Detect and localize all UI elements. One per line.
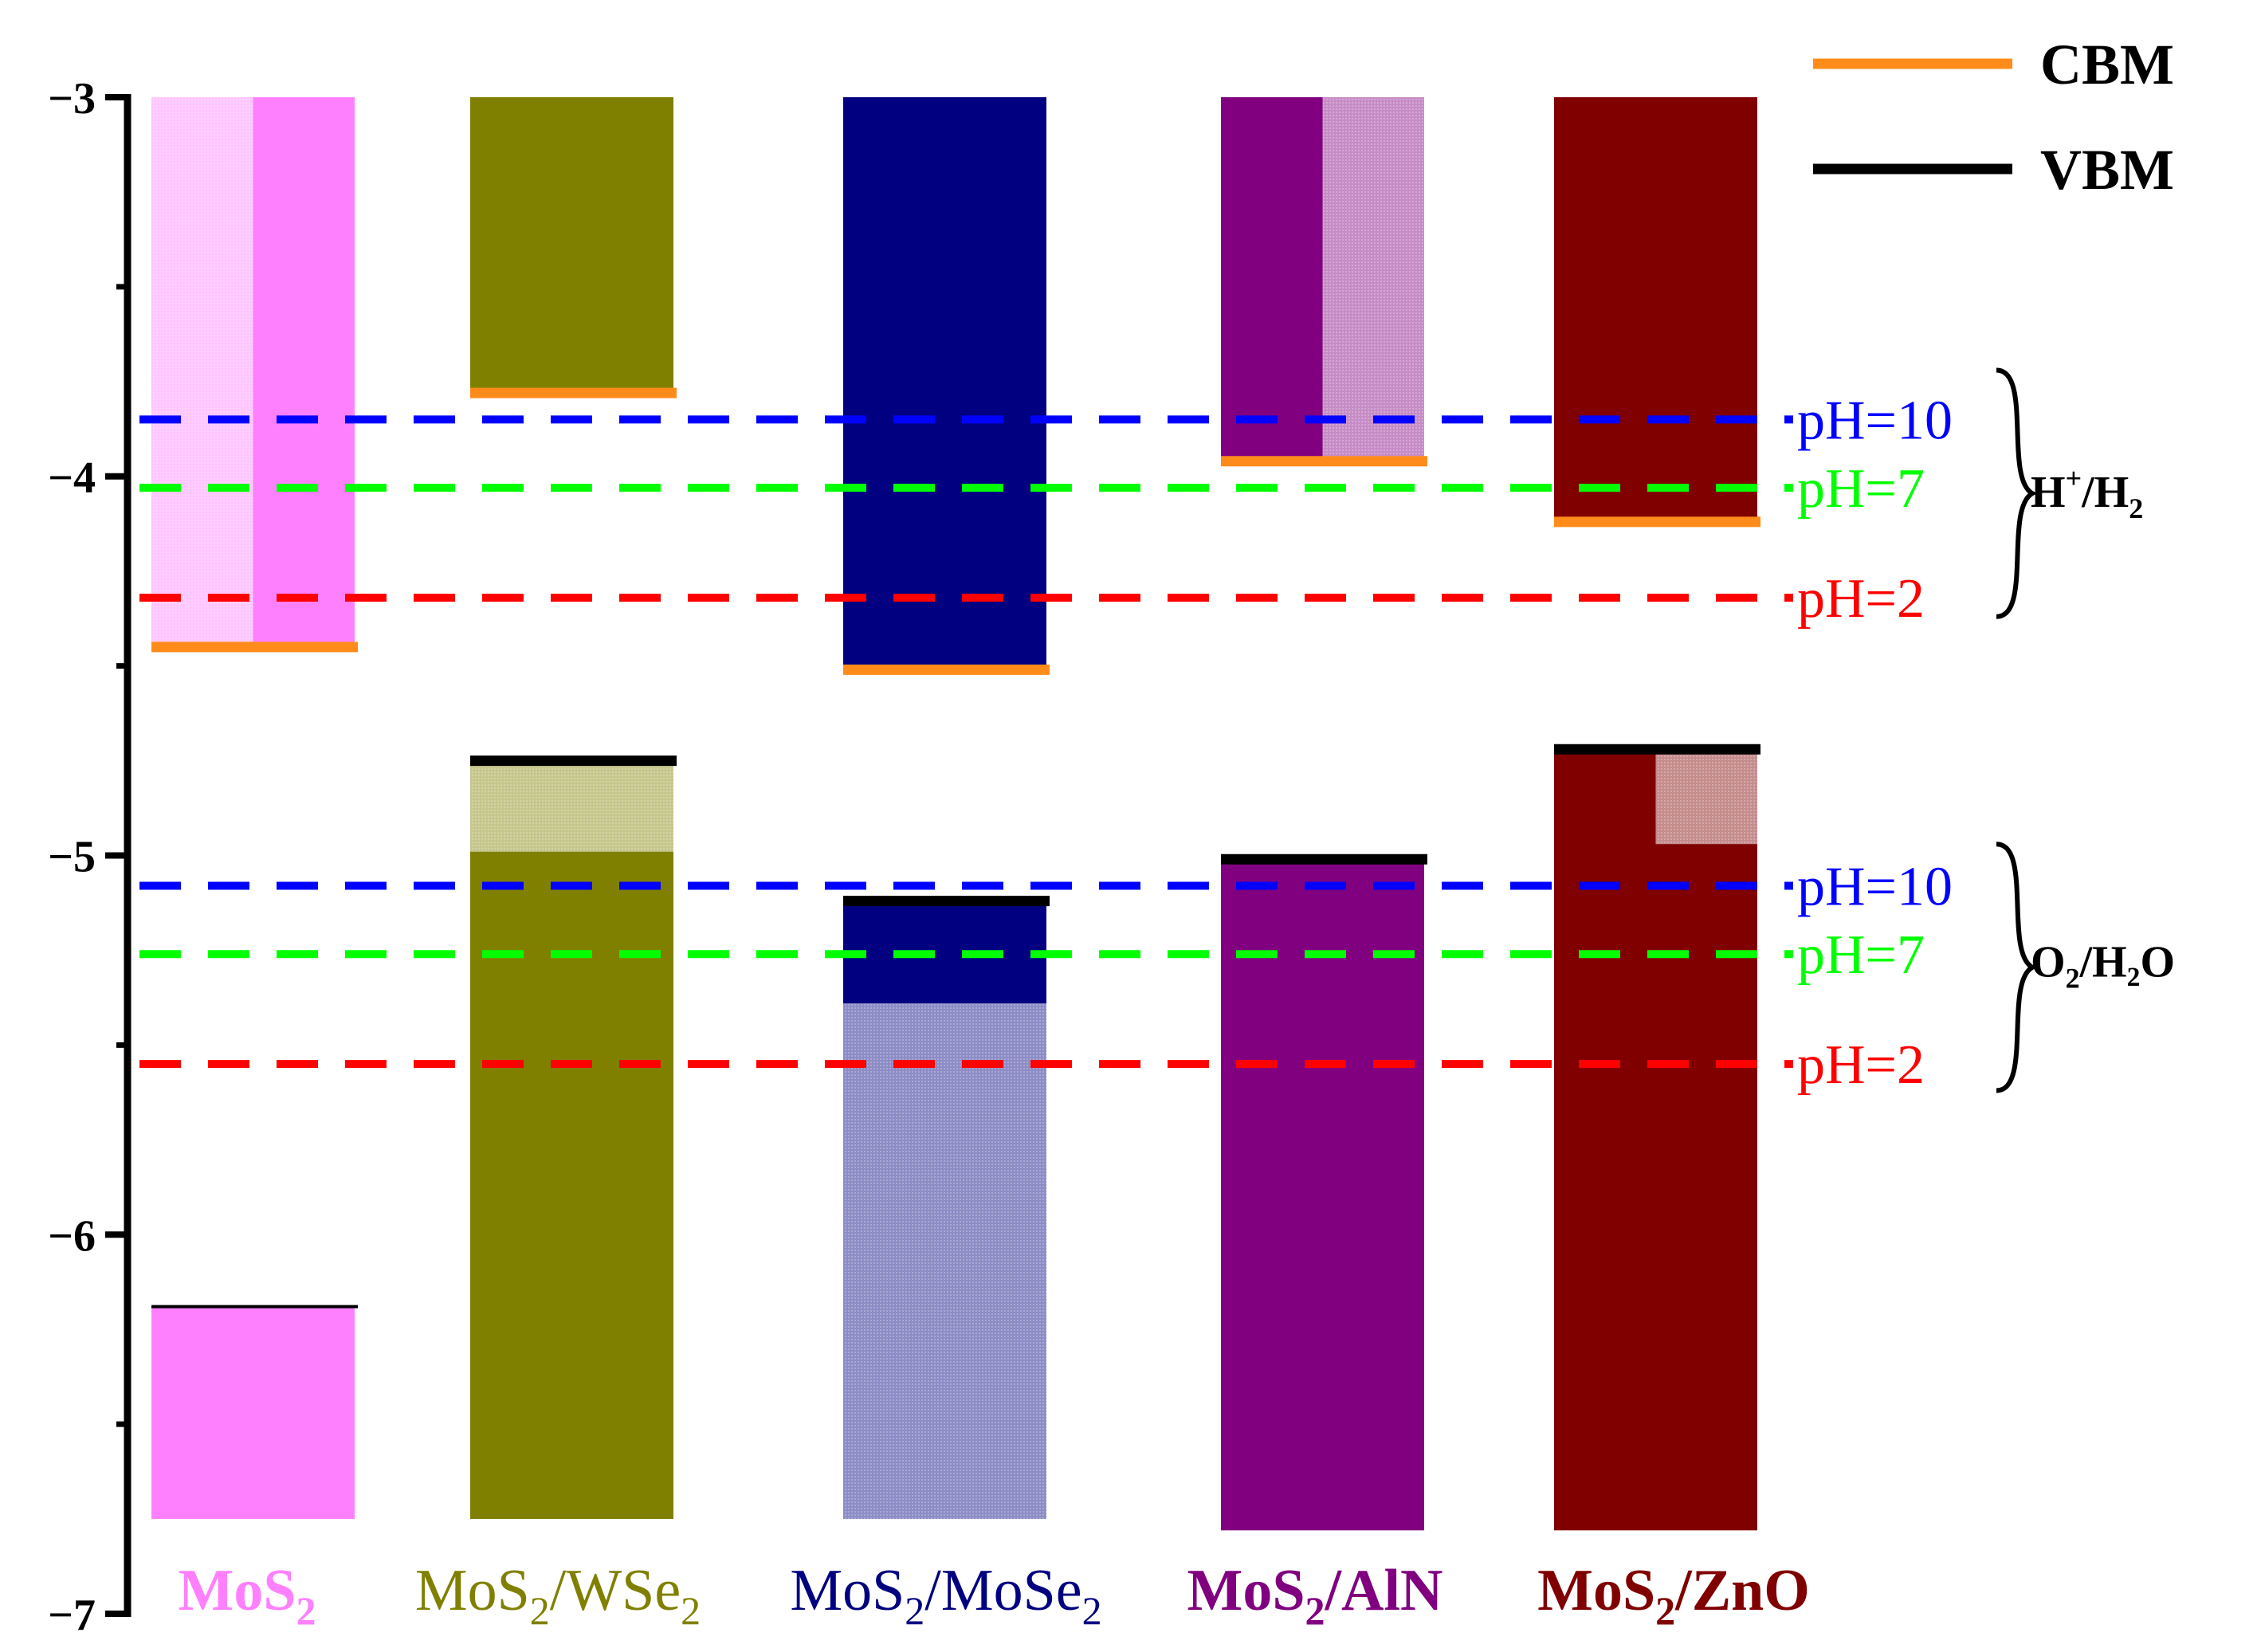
conduction-band-shade bbox=[1322, 97, 1424, 461]
conduction-band-bar bbox=[1554, 97, 1757, 522]
valence-band-bar bbox=[1221, 859, 1424, 1531]
oxygen-brace bbox=[1996, 842, 2038, 1093]
category-label: MoS2/WSe2 bbox=[415, 1558, 701, 1633]
ph-label: pH=2 bbox=[1797, 568, 1925, 630]
conduction-band-shade bbox=[151, 97, 253, 647]
band-bars bbox=[151, 97, 1760, 1531]
conduction-band-bar bbox=[470, 97, 673, 394]
y-tick-label: −6 bbox=[48, 1211, 96, 1261]
category-labels: MoS2 MoS2/WSe2 MoS2/MoSe2 MoS2/AlN MoS2/ZnO bbox=[179, 1558, 1810, 1633]
valence-band-shade bbox=[1655, 749, 1757, 845]
valence-band-bar bbox=[151, 1306, 355, 1520]
cbm-legend-label: CBM bbox=[2040, 33, 2174, 96]
hydrogen-couple-label: H+/H2 bbox=[2031, 462, 2143, 524]
vbm-legend-label: VBM bbox=[2040, 138, 2174, 202]
category-label: MoS2/MoSe2 bbox=[790, 1558, 1101, 1633]
y-tick-label: −3 bbox=[48, 74, 96, 124]
legend: CBM VBM bbox=[1813, 33, 2174, 202]
valence-band-bar bbox=[470, 760, 673, 1520]
category-label: MoS2/AlN bbox=[1187, 1558, 1443, 1633]
hydrogen-brace bbox=[1996, 367, 2038, 619]
conduction-band-bar bbox=[843, 97, 1046, 670]
ph-label: pH=7 bbox=[1797, 924, 1925, 986]
valence-band-shade bbox=[843, 1003, 1046, 1520]
oxygen-couple-label: O2/H₂O bbox=[2031, 938, 2175, 995]
y-axis: −3 −4 −5 −6 −7 bbox=[48, 74, 131, 1640]
ph-label: pH=7 bbox=[1797, 458, 1925, 520]
ph-label: pH=10 bbox=[1797, 857, 1953, 918]
y-tick-label: −4 bbox=[48, 453, 96, 503]
ph-label: pH=2 bbox=[1797, 1034, 1925, 1096]
category-label: MoS2/ZnO bbox=[1537, 1558, 1810, 1633]
valence-band-shade bbox=[470, 760, 673, 852]
category-label: MoS2 bbox=[179, 1558, 316, 1633]
valence-band-bar bbox=[1554, 749, 1757, 1531]
y-tick-label: −5 bbox=[48, 833, 96, 882]
y-tick-label: −7 bbox=[48, 1591, 96, 1640]
ph-label: pH=10 bbox=[1797, 390, 1953, 451]
